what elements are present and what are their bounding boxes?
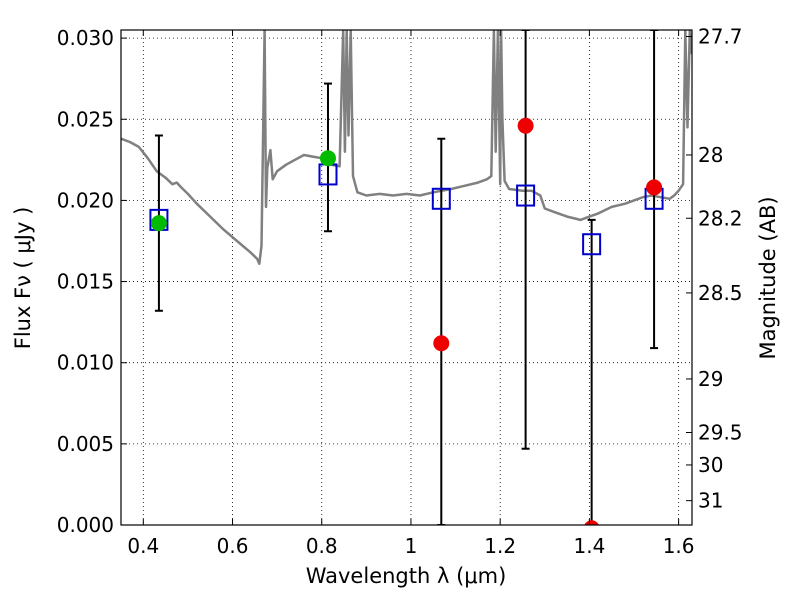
low-significance-point [584,520,599,525]
axis-ticks [121,30,692,526]
low-significance-point [517,117,534,134]
error-bars [154,30,659,525]
x-tick-label: 1.4 [573,534,605,558]
model-photometry-square [516,184,536,207]
y-tick-label: 0.025 [57,107,114,131]
x-tick-label: 0.6 [217,534,249,558]
y-tick-label: 0.030 [57,26,114,50]
magnitude-tick-label: 29.5 [698,420,743,444]
x-tick-label: 1 [405,534,418,558]
y-tick-label: 0.015 [57,270,114,294]
magnitude-tick-label: 28 [698,143,723,167]
magnitude-tick-label: 28.2 [698,206,743,230]
plot-frame [120,29,693,526]
y-tick-label: 0.000 [57,513,114,537]
magnitude-tick-label: 31 [698,489,723,513]
low-significance-point [646,179,663,196]
tick-labels: 0.4 0.6 0.8 1 1.2 1.4 1.6 0.000 0.005 0.010 0.015 0… [57,24,743,558]
magnitude-tick-label: 29 [698,367,723,391]
markers [149,117,664,525]
y-tick-label: 0.010 [57,351,114,375]
magnitude-tick-label: 28.5 [698,281,743,305]
y-axis-title-right: Magnitude (AB) [756,196,780,359]
magnitude-tick-label: 27.7 [698,24,743,48]
x-tick-label: 1.2 [484,534,516,558]
x-axis-title: Wavelength λ (μm) [306,564,507,588]
y-tick-label: 0.020 [57,188,114,212]
x-tick-label: 0.8 [306,534,338,558]
y-tick-label: 0.005 [57,432,114,456]
spectrum-line-layer [121,30,692,265]
grid-lines [121,30,692,526]
x-tick-label: 0.4 [127,534,159,558]
x-tick-label: 1.6 [663,534,695,558]
detection-point [150,215,167,232]
model-spectrum-line [121,30,692,265]
model-photometry-square [431,187,451,210]
y-axis-title-left: Flux Fν ( μJy ) [11,207,35,350]
low-significance-point [433,335,450,352]
detection-point [319,150,336,167]
magnitude-tick-label: 30 [698,453,723,477]
model-photometry-square [582,233,602,256]
